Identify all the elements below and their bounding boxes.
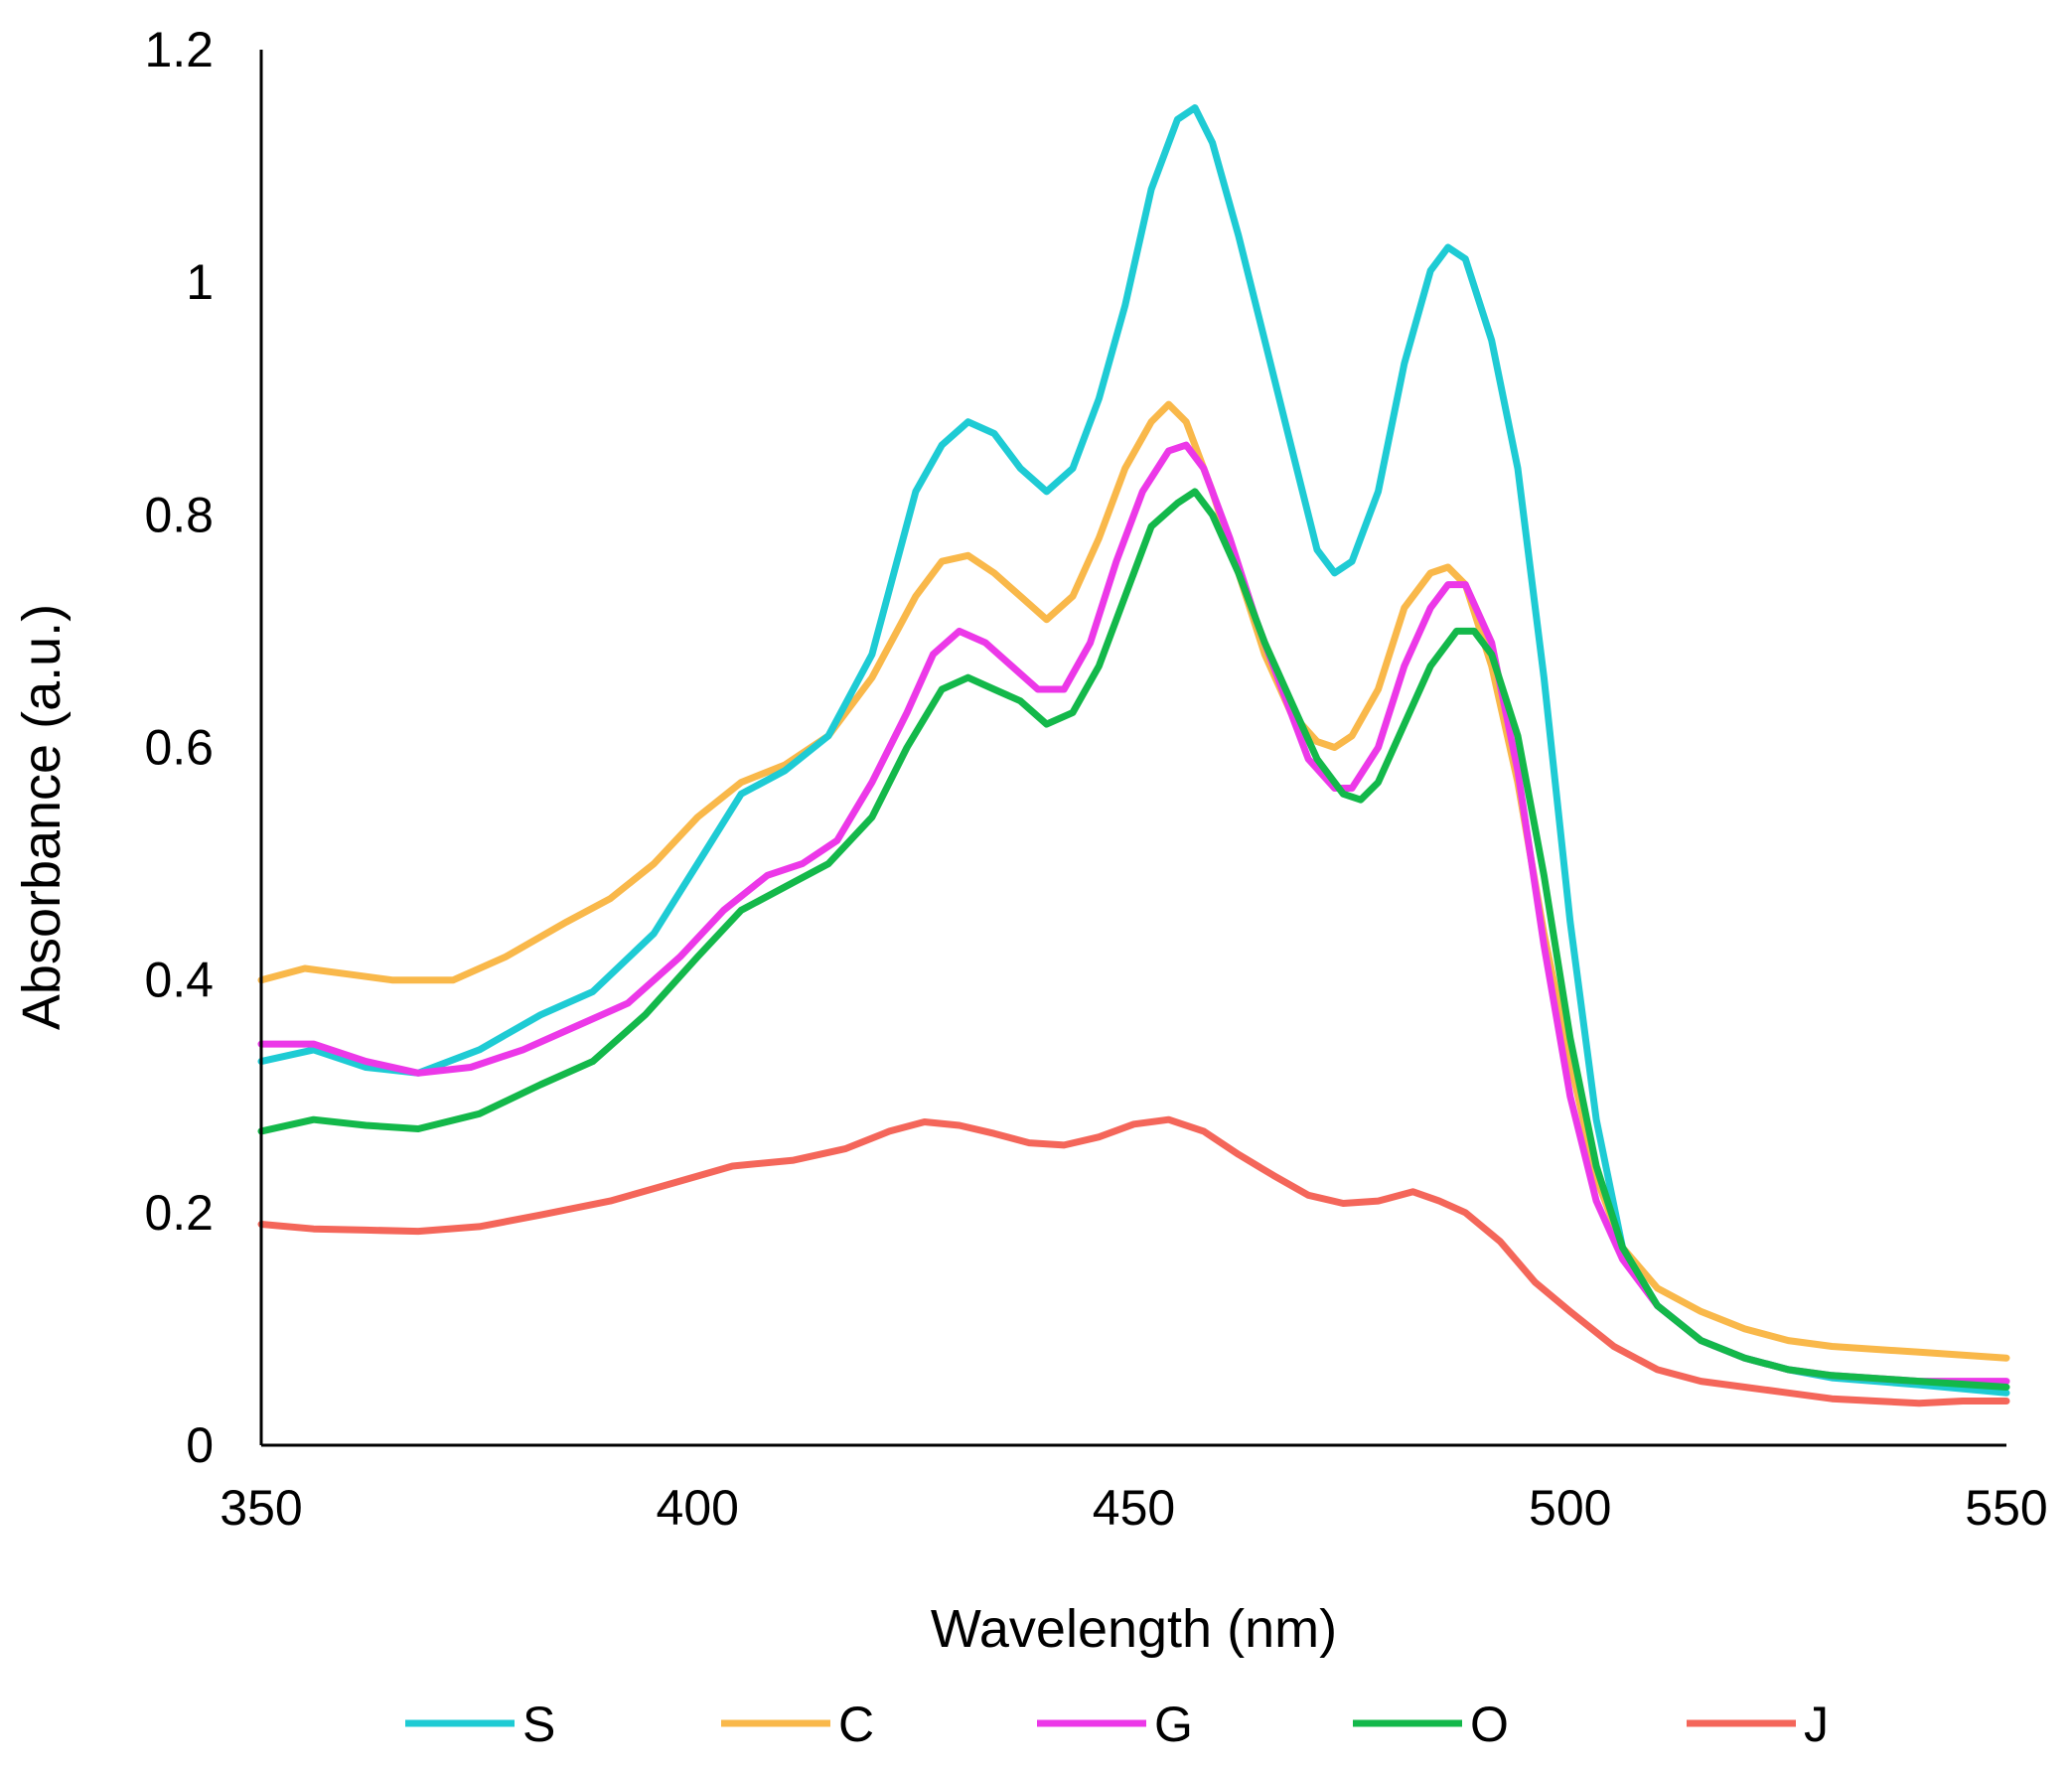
x-tick-label: 350 xyxy=(220,1480,302,1536)
tick-labels: 350 400 450 500 550 0 0.2 0.4 0.6 0.8 1 1.2 xyxy=(144,22,2047,1536)
y-tick-label: 0 xyxy=(186,1417,214,1473)
legend-label-S: S xyxy=(522,1697,555,1752)
legend-label-G: G xyxy=(1154,1697,1193,1752)
y-tick-label: 1 xyxy=(186,254,214,310)
legend-label-C: C xyxy=(838,1697,874,1752)
y-tick-label: 1.2 xyxy=(144,22,214,77)
series-line-J xyxy=(257,1115,2010,1407)
series-line-G xyxy=(257,441,2010,1386)
y-tick-label: 0.4 xyxy=(144,953,214,1008)
y-tick-label: 0.6 xyxy=(144,720,214,776)
legend-label-O: O xyxy=(1470,1697,1509,1752)
y-axis-title: Absorbance (a.u.) xyxy=(12,604,72,1030)
axes xyxy=(259,50,2006,1447)
plot-area xyxy=(257,104,2010,1407)
legend-label-J: J xyxy=(1804,1697,1829,1752)
y-tick-label: 0.2 xyxy=(144,1185,214,1241)
x-tick-label: 400 xyxy=(657,1480,739,1536)
x-tick-label: 450 xyxy=(1093,1480,1175,1536)
x-tick-label: 550 xyxy=(1965,1480,2047,1536)
x-axis-title: Wavelength (nm) xyxy=(931,1599,1337,1659)
x-tick-label: 500 xyxy=(1529,1480,1611,1536)
y-tick-label: 0.8 xyxy=(144,487,214,542)
series-line-S xyxy=(257,104,2010,1397)
series-line-O xyxy=(257,488,2010,1391)
